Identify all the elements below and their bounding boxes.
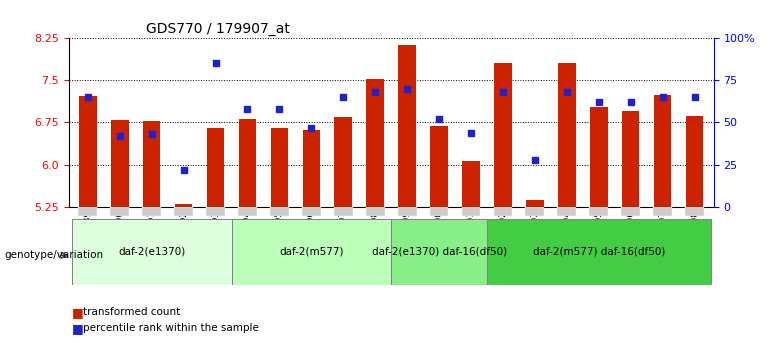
Point bbox=[465, 130, 477, 135]
Point bbox=[433, 116, 445, 122]
Bar bbox=[590, 107, 608, 207]
Bar bbox=[175, 204, 193, 207]
Bar bbox=[174, 207, 193, 216]
Bar bbox=[392, 219, 487, 285]
Point bbox=[114, 133, 126, 139]
Text: daf-2(e1370): daf-2(e1370) bbox=[118, 247, 186, 257]
Point bbox=[337, 94, 349, 100]
Point bbox=[656, 94, 668, 100]
Bar bbox=[495, 63, 512, 207]
Point bbox=[82, 94, 94, 100]
Text: ■: ■ bbox=[72, 322, 83, 335]
Bar bbox=[238, 207, 257, 216]
Point bbox=[145, 131, 158, 137]
Text: daf-2(m577) daf-16(df50): daf-2(m577) daf-16(df50) bbox=[533, 247, 665, 257]
Bar bbox=[143, 121, 161, 207]
Bar bbox=[270, 207, 289, 216]
Bar bbox=[398, 207, 417, 216]
Point bbox=[401, 86, 413, 91]
Bar bbox=[399, 45, 416, 207]
Point bbox=[305, 125, 317, 130]
Bar bbox=[494, 207, 512, 216]
Bar bbox=[622, 111, 640, 207]
Bar bbox=[142, 207, 161, 216]
Text: percentile rank within the sample: percentile rank within the sample bbox=[83, 324, 259, 333]
Bar bbox=[621, 207, 640, 216]
Text: daf-2(m577): daf-2(m577) bbox=[279, 247, 343, 257]
Bar bbox=[462, 207, 480, 216]
Bar bbox=[239, 119, 257, 207]
Bar bbox=[431, 126, 448, 207]
Bar bbox=[79, 96, 97, 207]
Bar bbox=[335, 117, 352, 207]
Bar bbox=[366, 207, 385, 216]
Bar bbox=[685, 207, 704, 216]
Point bbox=[561, 89, 573, 95]
Bar bbox=[206, 207, 225, 216]
Bar bbox=[526, 200, 544, 207]
Text: GDS770 / 179907_at: GDS770 / 179907_at bbox=[146, 21, 290, 36]
Point bbox=[209, 60, 222, 66]
Bar bbox=[558, 63, 576, 207]
Bar bbox=[72, 219, 232, 285]
Bar bbox=[207, 128, 225, 207]
Point bbox=[241, 106, 254, 112]
Text: transformed count: transformed count bbox=[83, 307, 181, 317]
Point bbox=[497, 89, 509, 95]
Text: daf-2(e1370) daf-16(df50): daf-2(e1370) daf-16(df50) bbox=[371, 247, 507, 257]
Bar bbox=[303, 130, 320, 207]
Text: ■: ■ bbox=[72, 306, 83, 319]
Bar bbox=[558, 207, 576, 216]
Bar bbox=[430, 207, 448, 216]
Bar bbox=[487, 219, 711, 285]
Point bbox=[273, 106, 285, 112]
Point bbox=[369, 89, 381, 95]
Bar bbox=[334, 207, 353, 216]
Point bbox=[688, 94, 700, 100]
Bar bbox=[686, 116, 704, 207]
Bar bbox=[302, 207, 321, 216]
Point bbox=[529, 157, 541, 162]
Bar bbox=[110, 207, 129, 216]
Bar bbox=[78, 207, 98, 216]
Text: genotype/variation: genotype/variation bbox=[4, 250, 103, 260]
Point bbox=[177, 167, 190, 172]
Bar bbox=[111, 120, 129, 207]
Bar bbox=[271, 128, 288, 207]
Bar bbox=[653, 207, 672, 216]
Bar bbox=[654, 96, 672, 207]
Point bbox=[593, 99, 605, 105]
Bar bbox=[463, 161, 480, 207]
Bar bbox=[232, 219, 392, 285]
Bar bbox=[367, 79, 384, 207]
Point bbox=[625, 99, 637, 105]
Bar bbox=[526, 207, 544, 216]
Bar bbox=[590, 207, 608, 216]
